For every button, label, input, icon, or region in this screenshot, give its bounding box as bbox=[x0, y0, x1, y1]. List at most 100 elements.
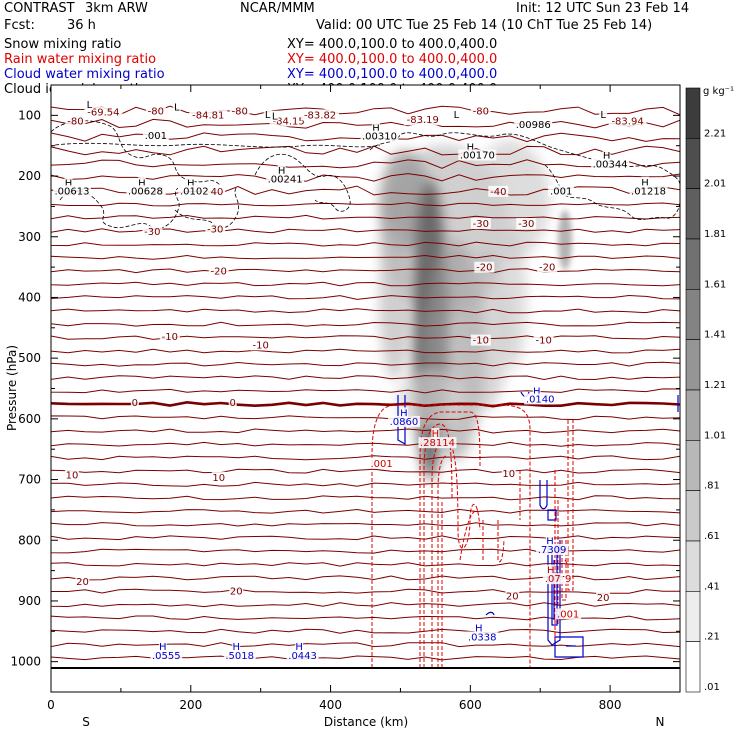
cloud-ice-label-bg bbox=[514, 119, 553, 131]
cloud-ice-label: H bbox=[278, 166, 286, 177]
forecast-hours: 36 h bbox=[67, 18, 96, 33]
isotherm-line bbox=[51, 105, 680, 116]
isotherm-line bbox=[51, 495, 680, 501]
isotherm-label: -80 bbox=[473, 107, 489, 118]
cloud-ice-label-bg bbox=[629, 185, 668, 197]
field-name-rain: Rain water mixing ratio bbox=[4, 52, 157, 67]
isotherm-line bbox=[51, 535, 680, 541]
colorbar-swatch bbox=[685, 188, 701, 240]
y-tick-label: 300 bbox=[18, 230, 41, 244]
contour-labels: -69.54 -80 -80 -80 -84.81 -84.15-83.82 -83.19 -… bbox=[52, 99, 668, 662]
rain-label-bg bbox=[431, 428, 440, 440]
rain-contour bbox=[567, 420, 574, 591]
x-axis-south-label: S bbox=[82, 715, 90, 729]
cloud-ice-label-bg bbox=[64, 177, 73, 189]
cloud-water-contour bbox=[539, 480, 548, 510]
isotherm-label-bg bbox=[269, 115, 308, 127]
cloud-water-label-bg bbox=[223, 650, 256, 662]
y-tick-label: 700 bbox=[18, 473, 41, 487]
isotherm-label-bg bbox=[608, 115, 647, 127]
cloud-ice-contour bbox=[54, 142, 381, 148]
isotherm-label: 20 bbox=[506, 592, 519, 603]
isotherm-label: -30 bbox=[518, 219, 534, 230]
isotherm-label-bg bbox=[159, 330, 180, 342]
colorbar-unit: g kg⁻¹ bbox=[703, 86, 734, 97]
isotherm-line bbox=[51, 202, 680, 207]
valid-time: Valid: 00 UTC Tue 25 Feb 14 (10 ChT Tue … bbox=[316, 18, 653, 33]
cloud-water-label-bg bbox=[399, 407, 408, 419]
isotherm-line bbox=[51, 562, 680, 567]
cloud-ice-label-bg bbox=[371, 122, 380, 134]
rain-label-bg bbox=[546, 564, 555, 576]
isotherm-zero-line bbox=[51, 400, 680, 408]
rain-label-bg bbox=[368, 457, 395, 469]
isotherm-line bbox=[51, 228, 680, 234]
cloud-ice-label-bg bbox=[641, 176, 650, 188]
isotherm-label-bg bbox=[211, 471, 226, 483]
isotherm-line bbox=[51, 508, 680, 514]
isotherm-label: -84.81 bbox=[192, 110, 224, 121]
isotherm-label-bg bbox=[537, 261, 558, 273]
cloud-ice-label-bg bbox=[266, 173, 305, 185]
isotherm-label-bg bbox=[470, 218, 491, 230]
x-tick-label: 200 bbox=[179, 698, 202, 712]
rain-contour bbox=[564, 559, 569, 566]
cloud-water-label: H bbox=[232, 642, 240, 653]
cloud-ice-label: .00344 bbox=[593, 160, 628, 171]
cloud-ice-label: .00986 bbox=[516, 120, 551, 131]
isotherm-label: -83.82 bbox=[304, 110, 336, 121]
cloud-water-label: .0860 bbox=[390, 417, 419, 428]
colorbar-level-label: 2.21 bbox=[704, 128, 726, 139]
colorbar-level-label: 1.41 bbox=[704, 330, 726, 341]
cloud-ice-label: .00170 bbox=[460, 150, 495, 161]
isotherm-label: -20 bbox=[539, 263, 555, 274]
field-xy-snow: XY= 400.0,100.0 to 400.0,400.0 bbox=[287, 37, 498, 52]
isotherm-label-bg bbox=[205, 185, 226, 197]
cloud-water-label-bg bbox=[286, 650, 319, 662]
rain-contour bbox=[459, 509, 479, 561]
isotherm-label: -30 bbox=[207, 225, 223, 236]
colorbar-swatch bbox=[685, 440, 701, 491]
cloud-ice-label: .00241 bbox=[268, 175, 303, 186]
cloud-ice-label: L bbox=[454, 110, 460, 121]
program-name: CONTRAST bbox=[4, 1, 75, 16]
isotherm-label: -40 bbox=[490, 187, 506, 198]
cloud-water-label: H bbox=[159, 642, 167, 653]
y-axis-title: Pressure (hPa) bbox=[5, 345, 19, 431]
cloud-water-label-bg bbox=[466, 631, 499, 643]
rain-contour bbox=[437, 455, 448, 668]
rain-contour bbox=[371, 404, 531, 668]
colorbar-swatch bbox=[685, 540, 701, 592]
colorbar-level-label: .01 bbox=[704, 682, 720, 693]
cloud-ice-label: .0102 bbox=[180, 186, 209, 197]
colorbar-level-label: .41 bbox=[704, 581, 720, 592]
cloud-water-label: H bbox=[475, 623, 483, 634]
rain-label: .001 bbox=[557, 609, 579, 620]
isotherm-label: 20 bbox=[76, 577, 89, 588]
isotherm-label-bg bbox=[533, 334, 554, 346]
colorbar-level-label: 1.21 bbox=[704, 380, 726, 391]
y-tick-label: 100 bbox=[18, 108, 41, 122]
isotherm-label: -20 bbox=[211, 266, 227, 277]
cloud-ice-label: .001 bbox=[550, 186, 572, 197]
cloud-water-label: .0338 bbox=[468, 632, 497, 643]
isotherm-label-bg bbox=[229, 585, 244, 597]
isotherm-line bbox=[51, 132, 680, 143]
isotherm-label-bg bbox=[130, 397, 139, 409]
cloud-water-label-bg bbox=[524, 393, 557, 405]
colorbar-level-label: .61 bbox=[704, 531, 720, 542]
isotherm-line bbox=[51, 481, 680, 487]
cloud-ice-label-bg bbox=[137, 177, 146, 189]
colorbar-swatch bbox=[685, 389, 701, 441]
cloud-water-label-bg bbox=[295, 641, 304, 653]
cloud-water-label-bg bbox=[232, 641, 241, 653]
cloud-water-label: H bbox=[400, 408, 408, 419]
isotherm-line bbox=[51, 628, 680, 634]
init-time: Init: 12 UTC Sun 23 Feb 14 bbox=[516, 1, 690, 16]
isotherm-line bbox=[51, 308, 680, 314]
cloud-ice-label-bg bbox=[186, 177, 195, 189]
cloud-water-label: .7309 bbox=[538, 545, 567, 556]
isotherm-line bbox=[51, 455, 680, 461]
